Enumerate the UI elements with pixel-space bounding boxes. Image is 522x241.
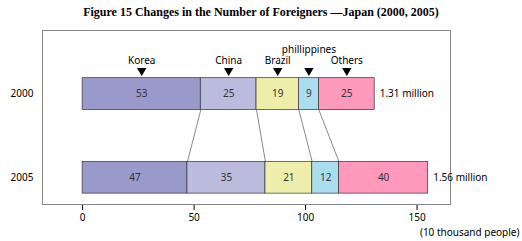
svg-text:53: 53 [136, 86, 148, 100]
svg-text:50: 50 [188, 210, 200, 224]
svg-text:2005: 2005 [11, 170, 34, 184]
svg-text:1.56 million: 1.56 million [433, 170, 487, 184]
svg-text:1.31 million: 1.31 million [380, 86, 434, 100]
svg-text:Others: Others [331, 53, 363, 67]
svg-text:35: 35 [221, 170, 233, 184]
svg-text:China: China [215, 53, 242, 67]
svg-text:19: 19 [272, 86, 284, 100]
svg-text:100: 100 [297, 210, 314, 224]
svg-text:12: 12 [320, 170, 332, 184]
svg-text:150: 150 [408, 210, 425, 224]
svg-text:Brazil: Brazil [264, 53, 291, 67]
svg-text:40: 40 [378, 170, 390, 184]
svg-text:47: 47 [129, 170, 141, 184]
svg-text:0: 0 [80, 210, 86, 224]
svg-text:2000: 2000 [11, 86, 34, 100]
svg-text:21: 21 [283, 170, 294, 184]
svg-text:9: 9 [306, 86, 312, 100]
svg-text:25: 25 [223, 86, 235, 100]
svg-text:(10 thousand people): (10 thousand people) [420, 225, 520, 239]
svg-text:Korea: Korea [128, 53, 155, 67]
svg-text:25: 25 [341, 86, 353, 100]
svg-text:phillippines: phillippines [282, 42, 336, 56]
html-text:Figure 15 Changes in the Numbe: Figure 15 Changes in the Number of Forei… [83, 5, 439, 19]
